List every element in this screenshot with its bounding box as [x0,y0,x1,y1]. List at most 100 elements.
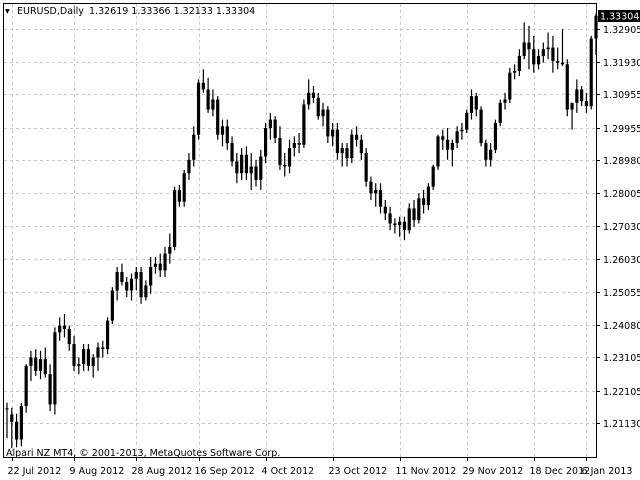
bar-open-close [575,89,579,103]
bar-open-close [512,71,517,73]
ohlc-bar [216,96,220,140]
bar-open-close [455,131,459,144]
ohlc-bar [326,106,330,144]
bar-open-close [393,223,397,226]
y-tick-label: 1.28005 [603,189,640,200]
ohlc-bar [536,49,541,70]
bar-open-close [201,82,205,90]
ohlc-bar [53,327,57,415]
ohlc-bar [393,218,397,234]
ohlc-bar [417,193,421,224]
bar-open-close [474,96,478,110]
bar-open-close [335,129,340,154]
bar-open-close [307,92,311,105]
ohlc-bar [383,200,387,221]
bar-open-close [527,42,531,50]
ohlc-bar [465,109,469,133]
ohlc-bar [263,122,268,164]
ohlc-bar [359,134,363,160]
bar-open-close [517,55,521,72]
ohlc-bar [527,25,531,70]
bar-open-close [345,148,349,159]
bar-open-close [565,64,569,110]
y-tick-label: 1.27030 [603,222,640,233]
ohlc-bar [82,344,86,371]
ohlc-bar [230,136,234,167]
x-tick-label: 23 Oct 2012 [329,466,388,477]
bar-open-close [321,109,325,117]
bar-open-close [53,332,57,405]
bar-open-close [177,189,181,202]
bar-open-close [460,129,464,132]
bar-open-close [24,365,28,407]
ohlc-bar [196,79,201,140]
bar-open-close [14,421,19,440]
bar-open-close [278,138,282,165]
bar-open-close [216,99,220,135]
ohlc-bar [19,402,23,447]
ohlc-bar [512,64,517,80]
bar-open-close [110,290,114,321]
grid-lines [4,4,596,457]
ohlc-bar [34,349,38,376]
y-tick-label: 1.21130 [603,419,640,430]
ohlc-bar [441,129,445,150]
ohlc-bar [331,122,335,147]
copyright-text: Alpari NZ MT4, © 2001-2013, MetaQuotes S… [6,448,280,459]
bar-open-close [436,136,440,167]
ohlc-bar [58,317,62,341]
ohlc-bar [445,127,450,160]
bar-open-close [268,119,272,128]
ohlc-bar [580,86,584,107]
bar-open-close [383,206,387,214]
ohlc-bar [546,32,550,60]
ohlc-bar [522,22,526,60]
bar-open-close [359,139,363,154]
ohlc-bar [91,354,95,378]
ohlc-bar [460,122,464,140]
bar-open-close [182,173,186,202]
x-tick-label: 29 Nov 2012 [463,466,524,477]
bar-open-close [297,143,301,145]
symbol-header: ▾ EURUSD,Daily 1.32619 1.33366 1.32133 1… [5,6,255,17]
bar-open-close [402,221,407,231]
ohlc-bar [412,200,416,227]
x-tick-label: 4 Oct 2012 [262,466,315,477]
ohlc-bar [201,69,205,93]
ohlc-bar [551,35,555,73]
bar-open-close [398,221,402,226]
ohlc-bar [273,116,277,144]
ohlc-bar [340,143,344,167]
ohlc-bar [77,357,81,375]
bar-open-close [445,139,450,150]
bar-open-close [479,109,483,144]
ohlc-bar [24,364,28,413]
bar-open-close [489,149,493,160]
bar-open-close [244,154,249,174]
bar-open-close [158,263,162,271]
ohlc-bar [570,102,574,130]
bar-open-close [326,109,330,137]
bar-open-close [168,246,172,254]
ohlc-bar [503,92,507,110]
ohlc-bar [125,277,129,298]
bar-open-close [120,272,124,283]
bar-open-close [273,119,277,139]
bar-open-close [235,161,239,174]
ohlc-bar [163,246,167,278]
bar-open-close [354,134,359,140]
bar-open-close [431,166,435,187]
bar-open-close [316,97,320,117]
ohlc-bar [43,347,47,378]
y-tick-label: 1.25055 [603,288,640,299]
ohlc-bar [517,49,521,77]
ohlc-bar [240,148,244,180]
y-tick-label: 1.24080 [603,321,640,332]
ohlc-values: 1.32619 1.33366 1.32133 1.33304 [89,6,255,17]
bar-open-close [38,359,43,371]
bar-open-close [192,134,196,160]
ohlc-bar [192,126,196,167]
ohlc-bar [86,344,91,371]
